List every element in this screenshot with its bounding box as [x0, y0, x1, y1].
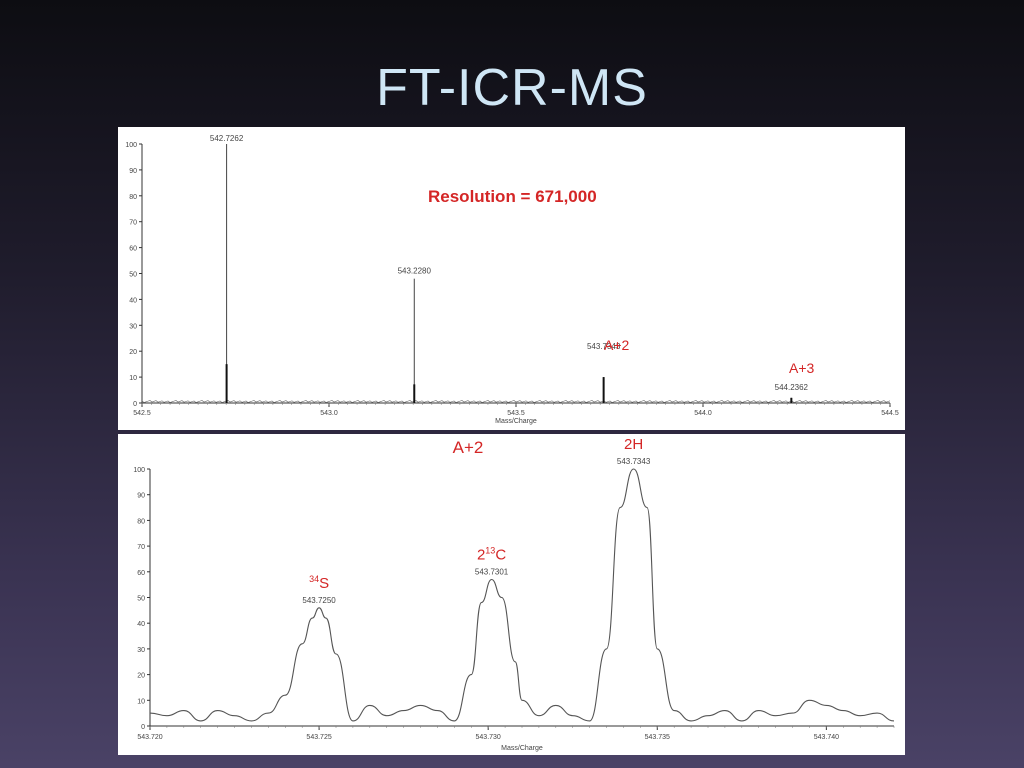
y-tick-label: 0 — [141, 724, 145, 731]
peak-mz-label: 543.7343 — [617, 457, 651, 466]
y-tick-label: 60 — [137, 570, 145, 577]
y-tick-label: 20 — [129, 349, 137, 356]
peak-mz-label: 543.2280 — [398, 267, 432, 276]
y-tick-label: 30 — [137, 647, 145, 654]
x-tick-label: 544.5 — [881, 410, 899, 417]
x-tick-label: 542.5 — [133, 410, 151, 417]
y-tick-label: 40 — [129, 297, 137, 304]
y-tick-label: 20 — [137, 673, 145, 680]
zoom-spectrum-chart: 0 10 20 30 40 50 60 70 80 90 100 543.720 543.725 543.… — [133, 436, 895, 752]
y-tick-label: 30 — [129, 323, 137, 330]
y-tick-label: 100 — [133, 467, 145, 474]
peak-mz-label: 543.7343 — [587, 342, 621, 351]
peak-mz-label: 543.7250 — [302, 596, 336, 605]
y-tick-label: 70 — [137, 544, 145, 551]
y-tick-label: 60 — [129, 246, 137, 253]
x-tick-label: 543.0 — [320, 410, 338, 417]
resolution-annotation: Resolution = 671,000 — [428, 187, 597, 206]
peak-mz-label: 542.7262 — [210, 134, 244, 143]
y-tick-label: 50 — [129, 272, 137, 279]
x-axis-label: Mass/Charge — [501, 745, 543, 752]
y-tick-label: 0 — [133, 401, 137, 408]
spectrum-trace — [149, 468, 895, 722]
y-tick-label: 10 — [129, 375, 137, 382]
y-tick-label: 90 — [129, 168, 137, 175]
y-tick-label: 100 — [125, 142, 137, 149]
full-spectrum-panel: 0 10 20 30 40 50 60 70 80 90 100 542.5 543.0 543.5 544… — [118, 127, 905, 430]
species-label: 2H — [624, 436, 643, 453]
x-axis-label: Mass/Charge — [495, 418, 537, 425]
full-spectrum-chart: 0 10 20 30 40 50 60 70 80 90 100 542.5 543.0 543.5 544… — [125, 134, 899, 425]
x-tick-label: 543.720 — [137, 734, 162, 741]
x-tick-label: 543.730 — [476, 734, 501, 741]
x-tick-label: 543.735 — [645, 734, 670, 741]
x-tick-label: 543.725 — [306, 734, 331, 741]
x-tick-label: 543.5 — [507, 410, 525, 417]
peak-mz-label: 544.2362 — [775, 383, 809, 392]
slide-title: FT-ICR-MS — [376, 59, 648, 117]
y-tick-label: 90 — [137, 493, 145, 500]
chart-title: A+2 — [453, 438, 484, 457]
species-label: 213C — [477, 546, 506, 564]
species-label: 34S — [309, 574, 329, 592]
baseline-noise — [141, 400, 891, 403]
y-tick-label: 80 — [137, 518, 145, 525]
a3-annotation: A+3 — [789, 360, 815, 376]
x-tick-label: 543.740 — [814, 734, 839, 741]
y-tick-label: 80 — [129, 194, 137, 201]
y-tick-label: 50 — [137, 596, 145, 603]
x-tick-label: 544.0 — [694, 410, 712, 417]
y-tick-label: 10 — [137, 698, 145, 705]
y-tick-label: 40 — [137, 621, 145, 628]
y-tick-label: 70 — [129, 220, 137, 227]
a2-annotation: A+2 — [604, 337, 630, 353]
peak-mz-label: 543.7301 — [475, 568, 509, 577]
zoom-spectrum-panel: 0 10 20 30 40 50 60 70 80 90 100 543.720 543.725 543.… — [118, 434, 905, 755]
